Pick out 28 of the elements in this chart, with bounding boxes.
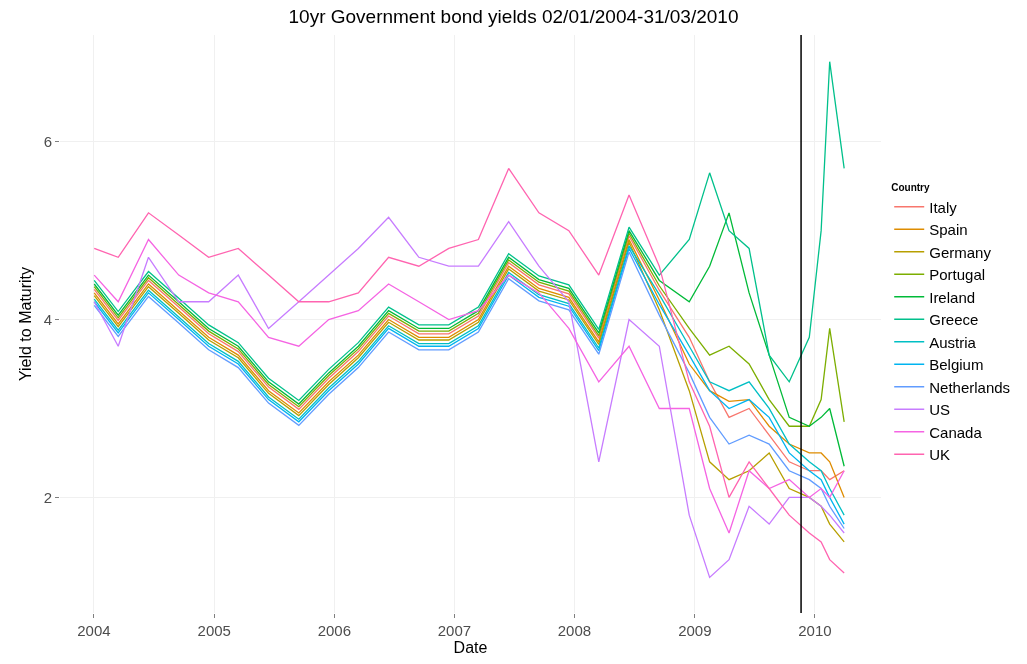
x-tick-label: 2009 (678, 622, 712, 639)
y-tick-label: 4 (43, 310, 52, 328)
legend-label: Spain (929, 221, 968, 239)
x-tick-label: 2010 (798, 622, 832, 639)
legend-label: Netherlands (929, 378, 1011, 396)
legend-label: Italy (929, 198, 958, 216)
chart-title: 10yr Government bond yields 02/01/2004-31/03/2010 (288, 6, 739, 28)
y-tick-label: 6 (43, 132, 52, 150)
line-series (93, 232, 845, 427)
x-tick-label: 2004 (77, 622, 111, 639)
legend-label: Portugal (929, 266, 986, 284)
legend-title: Country (891, 181, 930, 193)
legend-label: US (929, 401, 951, 419)
x-tick-label: 2005 (197, 622, 231, 639)
legend-label: UK (929, 446, 951, 464)
y-axis-title: Yield to Maturity (16, 266, 34, 382)
legend-label: Germany (929, 243, 992, 261)
legend-label: Belgium (929, 356, 984, 374)
x-tick-label: 2006 (317, 622, 352, 639)
legend-label: Canada (929, 423, 983, 441)
x-tick-label: 2007 (437, 622, 472, 639)
x-tick-label: 2008 (557, 622, 592, 639)
y-tick-label: 2 (43, 488, 52, 506)
x-axis-title: Date (453, 639, 488, 656)
line-series (93, 61, 845, 402)
legend-label: Ireland (929, 288, 976, 306)
legend-label: Greece (929, 311, 979, 329)
legend-label: Austria (929, 333, 977, 351)
